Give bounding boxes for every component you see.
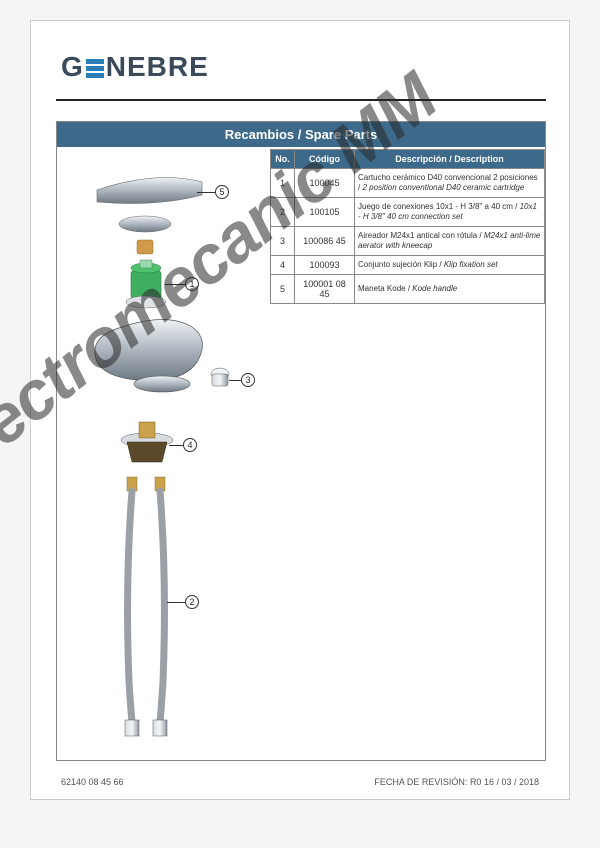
leader-line bbox=[167, 602, 185, 603]
cell-no: 4 bbox=[271, 256, 295, 275]
cell-code: 100105 bbox=[295, 198, 355, 227]
logo-text-left: G bbox=[61, 51, 84, 82]
cell-code: 100045 bbox=[295, 169, 355, 198]
cell-desc: Cartucho cerámico D40 convencional 2 pos… bbox=[355, 169, 545, 198]
footer-right: FECHA DE REVISIÓN: R0 16 / 03 / 2018 bbox=[374, 777, 539, 787]
leader-line bbox=[169, 445, 183, 446]
cell-desc: Conjunto sujeción Klip / Klip fixation s… bbox=[355, 256, 545, 275]
exploded-diagram: 5 1 3 4 2 bbox=[67, 162, 267, 752]
col-header-desc: Descripción / Description bbox=[355, 150, 545, 169]
table-row: 4 100093 Conjunto sujeción Klip / Klip f… bbox=[271, 256, 545, 275]
table-header-row: No. Código Descripción / Description bbox=[271, 150, 545, 169]
col-header-no: No. bbox=[271, 150, 295, 169]
callout-3: 3 bbox=[241, 373, 255, 387]
footer-left: 62140 08 45 66 bbox=[61, 777, 124, 787]
section-title: Recambios / Spare Parts bbox=[57, 122, 545, 147]
table-row: 5 100001 08 45 Maneta Kode / Kode handle bbox=[271, 275, 545, 304]
cell-desc: Maneta Kode / Kode handle bbox=[355, 275, 545, 304]
cell-code: 100093 bbox=[295, 256, 355, 275]
cell-code: 100086 45 bbox=[295, 227, 355, 256]
leader-line bbox=[165, 284, 185, 285]
diagram-svg bbox=[67, 162, 267, 752]
col-header-code: Código bbox=[295, 150, 355, 169]
table-row: 2 100105 Juego de conexiones 10x1 - H 3/… bbox=[271, 198, 545, 227]
table-row: 3 100086 45 Aireador M24x1 antical con r… bbox=[271, 227, 545, 256]
content-box: Recambios / Spare Parts No. Código Descr… bbox=[56, 121, 546, 761]
callout-5: 5 bbox=[215, 185, 229, 199]
cell-no: 1 bbox=[271, 169, 295, 198]
cell-desc: Juego de conexiones 10x1 - H 3/8" a 40 c… bbox=[355, 198, 545, 227]
brand-logo: G NEBRE bbox=[61, 51, 209, 83]
footer-rev-label: FECHA DE REVISIÓN: bbox=[374, 777, 467, 787]
callout-4: 4 bbox=[183, 438, 197, 452]
logo-text-right: NEBRE bbox=[106, 51, 209, 82]
cell-no: 2 bbox=[271, 198, 295, 227]
leader-line bbox=[197, 192, 215, 193]
cell-code: 100001 08 45 bbox=[295, 275, 355, 304]
header-rule bbox=[56, 99, 546, 101]
footer-rev-value: R0 16 / 03 / 2018 bbox=[470, 777, 539, 787]
cell-desc: Aireador M24x1 antical con rótula / M24x… bbox=[355, 227, 545, 256]
callout-2: 2 bbox=[185, 595, 199, 609]
cell-no: 3 bbox=[271, 227, 295, 256]
cell-no: 5 bbox=[271, 275, 295, 304]
logo-bars-icon bbox=[86, 57, 104, 80]
leader-line bbox=[229, 380, 241, 381]
spare-parts-table: No. Código Descripción / Description 1 1… bbox=[270, 149, 545, 304]
callout-1: 1 bbox=[185, 277, 199, 291]
table-row: 1 100045 Cartucho cerámico D40 convencio… bbox=[271, 169, 545, 198]
page: G NEBRE Recambios / Spare Parts No. Códig… bbox=[30, 20, 570, 800]
